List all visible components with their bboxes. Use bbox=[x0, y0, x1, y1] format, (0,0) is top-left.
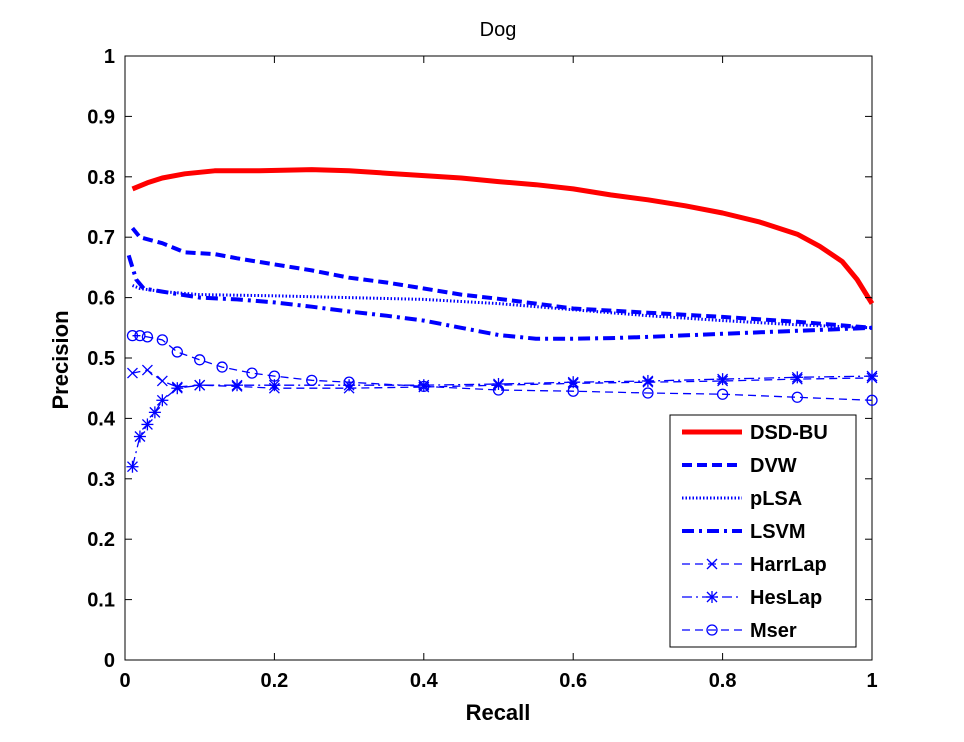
data-point-mser bbox=[866, 394, 878, 406]
legend-marker-harrlap bbox=[706, 558, 718, 570]
data-point-mser bbox=[268, 370, 281, 382]
data-point-mser bbox=[343, 376, 355, 388]
series-line-dsd-bu bbox=[131, 167, 875, 305]
legend-label-harrlap: HarrLap bbox=[750, 554, 827, 576]
legend: DSD-BU DVW pLSA LSVM HarrLap HesLap Mser bbox=[669, 414, 857, 648]
chart-title: Dog bbox=[480, 19, 517, 41]
legend-label-dvw: DVW bbox=[750, 455, 797, 477]
legend-item-plsa: pLSA bbox=[682, 488, 802, 510]
y-axis-ticks: 0 0.1 0.2 0.3 0.4 0.5 0.6 0.7 0.8 0.9 1 bbox=[87, 46, 872, 672]
data-point-harrlap bbox=[127, 367, 138, 379]
y-tick-label: 0 bbox=[104, 650, 115, 672]
legend-label-mser: Mser bbox=[750, 620, 797, 642]
data-point-mser bbox=[791, 391, 803, 403]
y-tick-label: 0.6 bbox=[87, 288, 115, 310]
data-point-heslap bbox=[193, 379, 206, 392]
y-tick-label: 1 bbox=[104, 46, 115, 68]
data-point-mser bbox=[126, 330, 139, 342]
legend-marker-mser bbox=[706, 624, 718, 636]
data-point-harrlap bbox=[156, 375, 168, 387]
data-point-heslap bbox=[866, 370, 878, 383]
series-dsd-bu bbox=[131, 167, 875, 305]
legend-item-lsvm: LSVM bbox=[682, 521, 806, 543]
series-layer bbox=[126, 167, 878, 473]
legend-item-heslap: HesLap bbox=[682, 587, 822, 609]
data-point-mser bbox=[642, 387, 654, 399]
data-point-heslap bbox=[126, 460, 139, 473]
x-axis-ticks: 0 0.2 0.4 0.6 0.8 1 bbox=[119, 56, 878, 692]
data-point-heslap bbox=[148, 406, 161, 419]
y-tick-label: 0.4 bbox=[87, 408, 116, 430]
data-point-heslap bbox=[641, 374, 654, 387]
data-point-mser bbox=[306, 374, 318, 386]
data-point-heslap bbox=[141, 418, 154, 431]
x-axis-label: Recall bbox=[466, 700, 531, 725]
data-point-heslap bbox=[791, 371, 804, 384]
series-mser bbox=[126, 330, 878, 406]
series-lsvm bbox=[126, 254, 873, 341]
data-point-heslap bbox=[171, 382, 184, 395]
x-tick-label: 0 bbox=[119, 670, 130, 692]
y-tick-label: 0.8 bbox=[87, 167, 115, 189]
series-line-heslap bbox=[131, 375, 873, 467]
data-point-mser bbox=[567, 385, 579, 397]
y-tick-label: 0.2 bbox=[87, 529, 115, 551]
series-line-lsvm bbox=[126, 254, 873, 341]
data-point-heslap bbox=[492, 377, 505, 390]
y-tick-label: 0.9 bbox=[87, 106, 115, 128]
data-point-harrlap bbox=[141, 364, 153, 376]
y-tick-label: 0.7 bbox=[87, 227, 115, 249]
legend-item-dvw: DVW bbox=[682, 455, 797, 477]
data-point-heslap bbox=[133, 430, 146, 443]
data-point-mser bbox=[171, 346, 183, 358]
series-dvw bbox=[130, 226, 873, 330]
data-point-mser bbox=[716, 388, 729, 400]
legend-label-plsa: pLSA bbox=[750, 488, 802, 510]
data-point-mser bbox=[418, 380, 430, 393]
series-line-plsa bbox=[131, 284, 873, 330]
series-line-dvw bbox=[130, 226, 873, 330]
legend-item-harrlap: HarrLap bbox=[682, 554, 827, 576]
series-heslap bbox=[126, 370, 878, 473]
y-axis-label: Precision bbox=[48, 310, 73, 409]
x-tick-label: 0.6 bbox=[559, 670, 587, 692]
y-tick-label: 0.5 bbox=[87, 348, 115, 370]
y-tick-label: 0.3 bbox=[87, 469, 115, 491]
y-tick-label: 0.1 bbox=[87, 590, 115, 612]
x-tick-label: 0.2 bbox=[260, 670, 288, 692]
data-point-mser bbox=[134, 330, 146, 342]
data-point-heslap bbox=[156, 394, 169, 407]
data-point-mser bbox=[141, 331, 154, 343]
data-point-mser bbox=[492, 384, 505, 396]
x-tick-label: 1 bbox=[866, 670, 877, 692]
data-point-mser bbox=[194, 354, 206, 366]
legend-label-dsd-bu: DSD-BU bbox=[750, 422, 828, 444]
legend-marker-heslap bbox=[706, 591, 718, 603]
x-tick-label: 0.8 bbox=[709, 670, 737, 692]
legend-item-dsd-bu: DSD-BU bbox=[682, 422, 828, 444]
series-line-mser bbox=[132, 335, 873, 401]
data-point-mser bbox=[156, 334, 169, 346]
data-point-mser bbox=[216, 361, 228, 373]
data-point-heslap bbox=[231, 379, 244, 392]
data-point-mser bbox=[246, 367, 258, 379]
series-plsa bbox=[131, 284, 873, 330]
data-point-heslap bbox=[716, 373, 729, 386]
legend-label-heslap: HesLap bbox=[750, 587, 822, 609]
legend-label-lsvm: LSVM bbox=[750, 521, 806, 543]
legend-item-mser: Mser bbox=[682, 620, 797, 642]
x-tick-label: 0.4 bbox=[410, 670, 439, 692]
